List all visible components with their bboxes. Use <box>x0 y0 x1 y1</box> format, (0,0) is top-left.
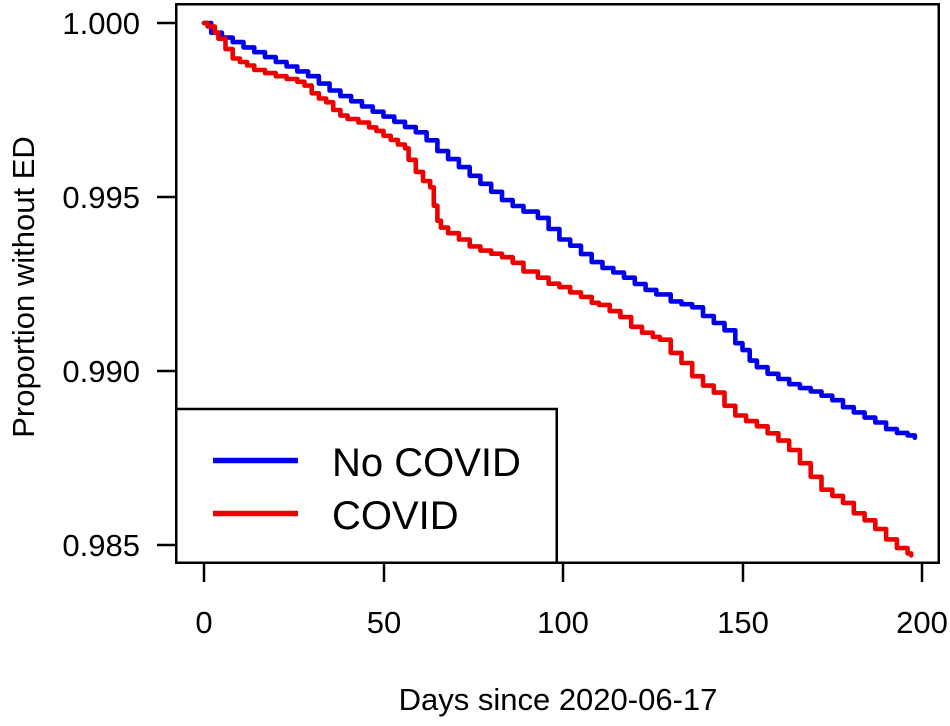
x-axis-title: Days since 2020-06-17 <box>398 682 718 717</box>
y-tick-label-0.990: 0.990 <box>62 354 140 389</box>
y-tick-label-1.000: 1.000 <box>62 6 140 41</box>
legend-label-no-covid: No COVID <box>332 441 521 485</box>
x-tick-label-0: 0 <box>195 605 213 640</box>
y-axis-title: Proportion without ED <box>6 136 41 438</box>
legend-label-covid: COVID <box>332 494 459 538</box>
y-tick-label-0.995: 0.995 <box>62 180 140 215</box>
x-tick-label-200: 200 <box>896 605 948 640</box>
x-tick-label-100: 100 <box>537 605 589 640</box>
legend-box <box>175 407 558 564</box>
curve-covid <box>201 20 914 558</box>
x-tick-label-150: 150 <box>717 605 769 640</box>
x-tick-label-50: 50 <box>366 605 402 640</box>
x-axis-ticks <box>202 564 924 582</box>
y-axis-ticks <box>157 21 175 547</box>
y-tick-label-0.985: 0.985 <box>62 528 140 563</box>
curve-no-covid <box>201 20 918 441</box>
